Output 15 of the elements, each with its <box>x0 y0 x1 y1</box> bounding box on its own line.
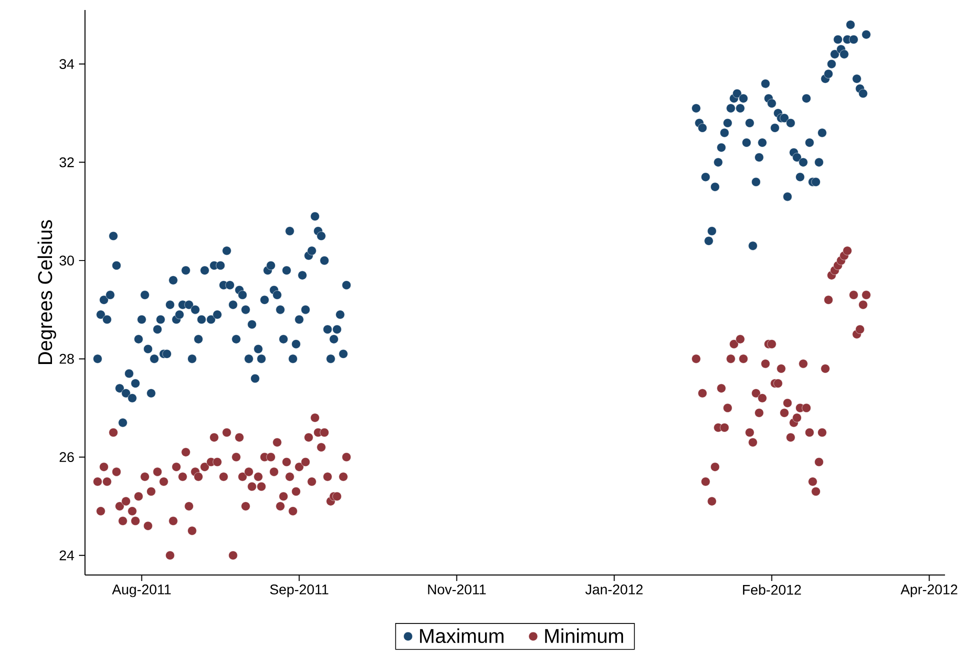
y-tick-label: 32 <box>60 157 74 168</box>
x-tick-label: Nov-2011 <box>428 584 486 594</box>
y-tick-label: 34 <box>60 59 74 69</box>
y-tick-label: 24 <box>60 550 74 560</box>
legend-label: Minimum <box>545 628 624 644</box>
legend-label: Maximum <box>420 628 504 644</box>
x-tick-label: Jan-2012 <box>585 584 643 594</box>
x-tick-label: Aug-2011 <box>112 584 171 598</box>
y-tick-label: 30 <box>60 256 74 266</box>
x-tick-label: Sep-2011 <box>270 584 328 598</box>
y-axis-title: Degrees Celsius <box>38 220 56 364</box>
x-tick-label: Feb-2012 <box>743 584 801 595</box>
x-tick-label: Apr-2012 <box>900 584 958 598</box>
y-tick-label: 26 <box>60 452 74 462</box>
y-tick-label: 28 <box>60 354 74 364</box>
